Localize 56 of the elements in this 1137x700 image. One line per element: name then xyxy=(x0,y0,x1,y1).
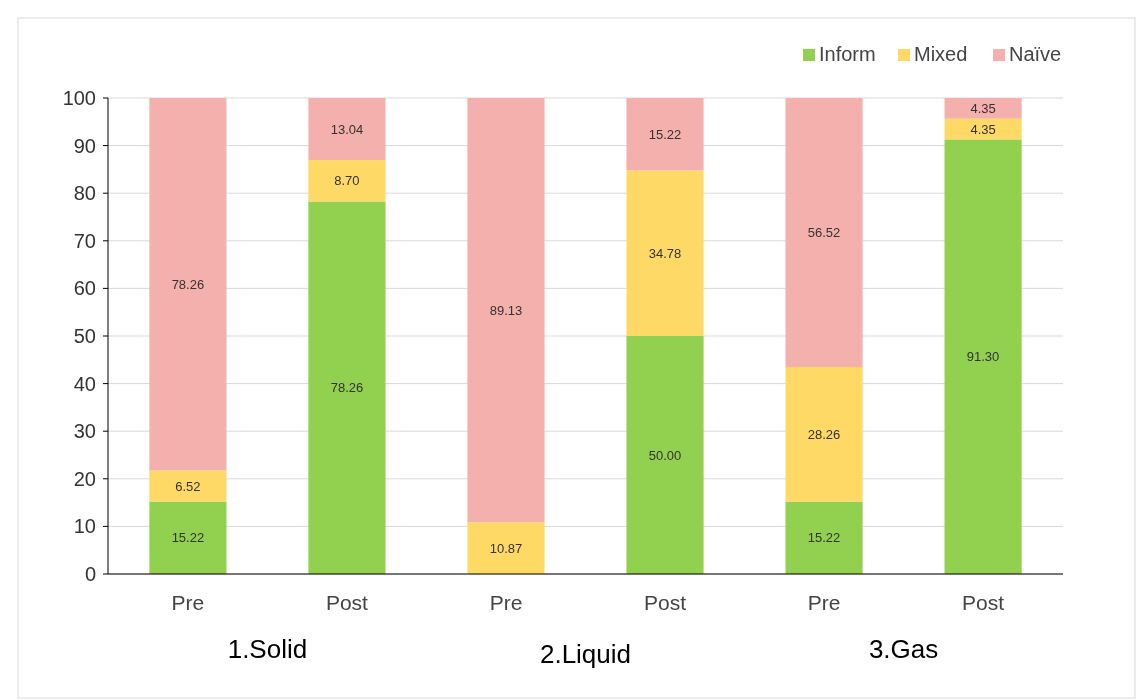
y-tick-label: 0 xyxy=(84,563,96,585)
data-label: 56.52 xyxy=(807,225,841,241)
bar xyxy=(626,98,704,171)
data-label: 34.78 xyxy=(648,245,682,261)
bar xyxy=(944,139,1022,574)
data-label: 13.04 xyxy=(330,121,364,137)
bar xyxy=(785,98,863,368)
x-tick-label: Post xyxy=(962,591,1005,614)
x-tick-label: Post xyxy=(644,591,687,614)
data-label: 89.13 xyxy=(489,302,523,318)
bar xyxy=(308,98,386,161)
text: 1.Solid xyxy=(227,634,308,664)
legend-label: Inform xyxy=(819,43,876,65)
data-label: 15.22 xyxy=(807,530,841,546)
y-tick-label: 20 xyxy=(73,467,96,490)
data-label: 6.52 xyxy=(175,478,201,494)
x-tick-label: Pre xyxy=(171,591,205,614)
data-label: 4.35 xyxy=(970,121,996,137)
text: 3.Gas xyxy=(868,634,939,664)
y-tick-label: 10 xyxy=(73,515,96,538)
data-label: 15.22 xyxy=(648,126,682,142)
data-label: 10.87 xyxy=(489,540,523,556)
bar xyxy=(308,160,386,202)
x-tick-label: Pre xyxy=(489,591,523,614)
bar xyxy=(626,170,704,336)
text: 2.Liquid xyxy=(539,639,632,669)
x-tick-label: Pre xyxy=(807,591,841,614)
data-label: 50.00 xyxy=(648,447,682,463)
y-tick-label: 60 xyxy=(73,277,96,300)
bar xyxy=(785,367,863,502)
bar xyxy=(149,98,227,471)
data-label: 8.70 xyxy=(334,173,360,189)
legend-label: Mixed xyxy=(914,43,968,65)
x-tick-label: Post xyxy=(325,591,369,614)
data-label: 78.26 xyxy=(330,380,364,396)
bar xyxy=(308,201,386,574)
data-label: 15.22 xyxy=(171,530,205,546)
y-tick-label: 90 xyxy=(73,134,96,157)
data-label: 28.26 xyxy=(807,426,841,442)
data-label: 4.35 xyxy=(970,100,996,116)
y-tick-label: 40 xyxy=(73,372,96,395)
y-tick-label: 30 xyxy=(73,420,96,443)
bar xyxy=(467,522,545,574)
bar xyxy=(785,501,863,574)
bar xyxy=(944,98,1022,119)
y-tick-label: 80 xyxy=(73,182,96,205)
bar xyxy=(626,336,704,574)
data-label: 78.26 xyxy=(171,276,205,292)
bar xyxy=(467,98,545,523)
legend-label: Naïve xyxy=(1009,43,1062,65)
data-label: 91.30 xyxy=(966,349,1000,365)
bar xyxy=(149,470,227,502)
y-tick-label: 50 xyxy=(73,325,96,347)
bar xyxy=(149,501,227,574)
y-tick-label: 100 xyxy=(62,87,96,109)
y-tick-label: 70 xyxy=(73,229,96,252)
